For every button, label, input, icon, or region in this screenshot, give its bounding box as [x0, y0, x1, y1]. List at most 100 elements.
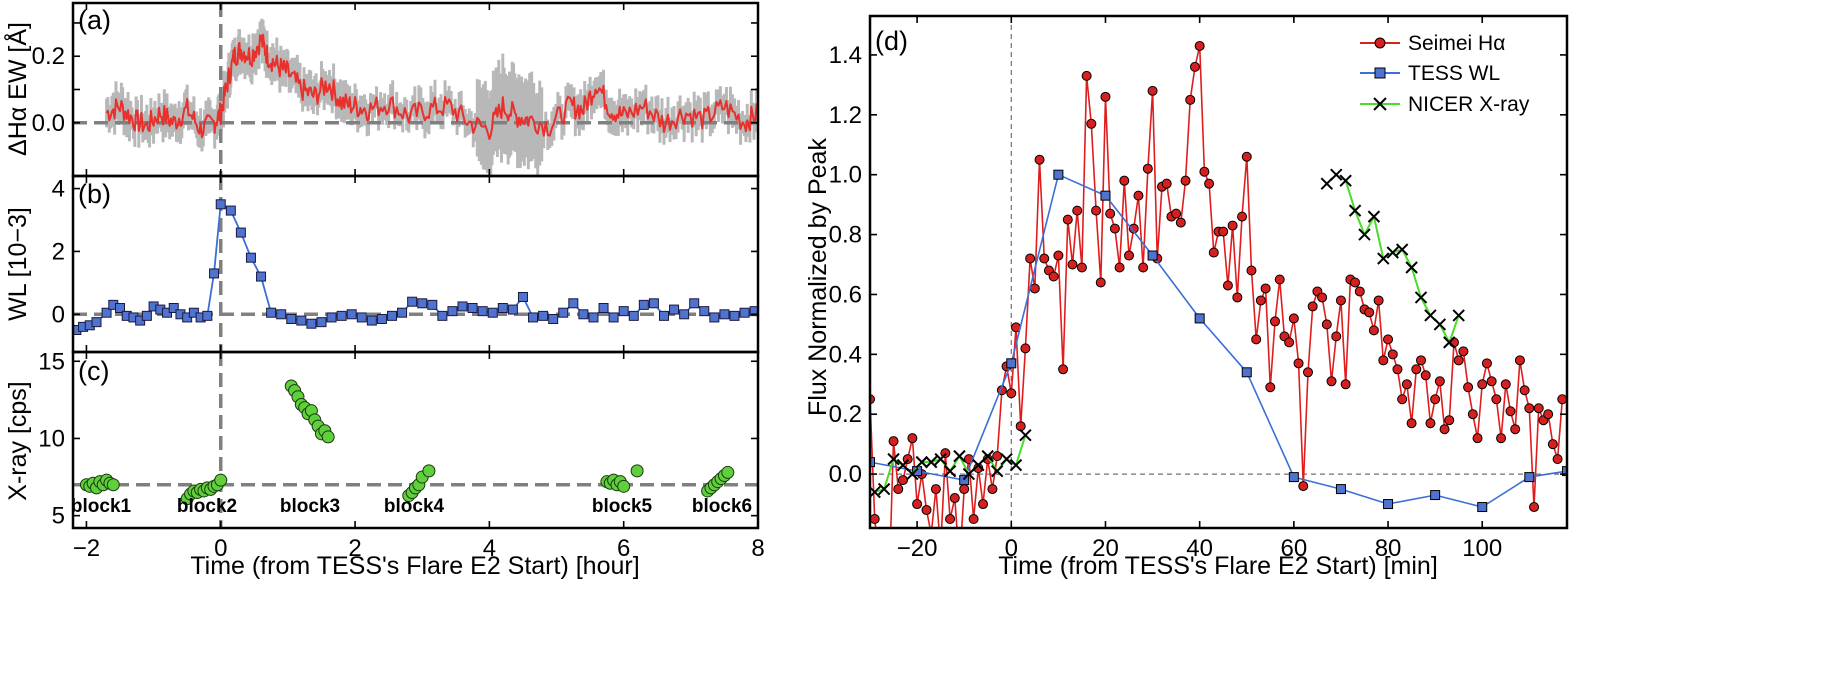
nicer-point	[1019, 428, 1032, 442]
nicer-point	[1339, 174, 1352, 187]
wl-point	[669, 304, 680, 315]
nicer-point	[981, 449, 994, 463]
panel-c-ylabel: X-ray [cps]	[4, 381, 32, 500]
nicer-point	[896, 458, 910, 472]
halpha-point	[1232, 292, 1243, 303]
ytick-label-c: 15	[38, 348, 65, 375]
halpha-point	[1368, 325, 1379, 336]
halpha-point	[1161, 178, 1172, 189]
halpha-point	[1425, 418, 1436, 429]
halpha-point	[1081, 70, 1092, 81]
halpha-point	[1114, 262, 1125, 273]
halpha-point	[945, 514, 956, 525]
tess-point	[870, 457, 875, 468]
nicer-point	[1377, 252, 1390, 265]
xray-point	[321, 430, 335, 444]
panel-d-frame	[868, 14, 1569, 530]
halpha-point	[1034, 154, 1045, 165]
block5-label: block5	[592, 496, 653, 517]
tess-point	[1053, 169, 1064, 180]
block2-label: block2	[177, 496, 237, 517]
nicer-point	[1405, 261, 1418, 274]
halpha-point	[1284, 337, 1295, 348]
halpha-point	[1086, 118, 1097, 129]
halpha-point	[1420, 370, 1431, 381]
wl-point	[648, 298, 659, 309]
panel-a: (a) ΔHα EW [Å] 0.0 0.2	[2, 1, 760, 178]
halpha-point	[1227, 220, 1238, 231]
nicer-point	[953, 449, 966, 463]
halpha-point	[987, 484, 998, 495]
wl-point	[638, 299, 649, 310]
plot-area-a	[73, 3, 758, 176]
halpha-point	[1058, 364, 1069, 375]
halpha-point	[921, 505, 932, 516]
ytick-label-d: 0.2	[829, 401, 862, 428]
halpha-point	[1510, 424, 1521, 435]
wl-point	[679, 309, 690, 320]
halpha-point	[1119, 175, 1130, 186]
tess-point	[1335, 484, 1346, 495]
wl-point	[709, 312, 720, 323]
xray-point	[630, 464, 644, 478]
halpha-point	[912, 499, 923, 510]
xray-point	[617, 479, 631, 493]
halpha-point	[1138, 262, 1149, 273]
wl-point	[115, 303, 126, 313]
halpha-point	[1392, 364, 1403, 375]
nicer-point	[1424, 309, 1437, 322]
nicer-point	[877, 482, 891, 496]
halpha-point	[1246, 265, 1257, 276]
plot-area-b	[73, 176, 758, 352]
wl-point	[235, 227, 246, 238]
panel-a-ylabel: ΔHα EW [Å]	[2, 22, 32, 156]
xtick-label-c: 0	[214, 535, 227, 562]
tess-point	[1477, 502, 1488, 513]
plot-area-c	[73, 352, 758, 528]
halpha-point	[1062, 214, 1073, 225]
wl-point	[397, 307, 408, 318]
panel-d: (d) Flux Normalized by Peak Time (from T…	[804, 14, 1569, 580]
wl-point	[296, 315, 307, 326]
xtick-label-d: 40	[1186, 535, 1213, 562]
nicer-point	[1330, 168, 1343, 181]
wl-point	[141, 310, 152, 321]
halpha-point	[893, 484, 904, 495]
legend-marker-tess	[1374, 67, 1386, 79]
halpha-point	[897, 475, 908, 486]
halpha-point	[1317, 292, 1328, 303]
nicer-point	[1348, 204, 1362, 217]
panel-b-label: (b)	[78, 179, 111, 209]
halpha-point	[1321, 319, 1332, 330]
wl-point	[336, 310, 347, 321]
halpha-point	[1251, 334, 1262, 345]
halpha-point	[1288, 313, 1299, 324]
nicer-point	[943, 464, 957, 478]
panel-c-label: (c)	[78, 356, 109, 386]
wl-point	[202, 310, 213, 321]
panel-d-ylabel: Flux Normalized by Peak	[804, 138, 832, 416]
halpha-point	[1133, 190, 1144, 201]
halpha-point	[1105, 208, 1116, 219]
halpha-point	[1124, 250, 1135, 261]
wl-point	[417, 298, 428, 309]
halpha-point	[1147, 85, 1158, 96]
halpha-point	[1486, 376, 1497, 387]
halpha-point	[1076, 262, 1087, 273]
halpha-point	[1411, 364, 1422, 375]
halpha-point	[1194, 40, 1205, 51]
xtick-label-d: 20	[1092, 535, 1119, 562]
xtick-label-d: 100	[1462, 535, 1502, 562]
ytick-label-c: 10	[38, 425, 65, 452]
halpha-point	[1481, 358, 1492, 369]
panel-b: (b) WL [10−3] 0 2 4	[4, 174, 760, 354]
halpha-point	[1067, 259, 1078, 270]
halpha-point	[1529, 502, 1540, 513]
ytick-label-a: 0.0	[32, 110, 65, 137]
nicer-point	[962, 467, 976, 481]
halpha-point	[1350, 277, 1361, 288]
halpha-point	[1006, 388, 1017, 399]
nicer-point	[925, 455, 938, 469]
ytick-label-d: 1.2	[829, 102, 862, 129]
ytick-label-d: 0.4	[829, 341, 862, 368]
